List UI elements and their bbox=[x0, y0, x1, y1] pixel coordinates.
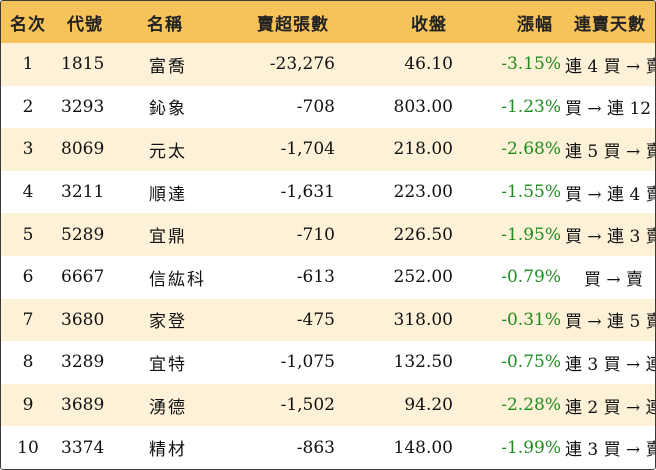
cell-streak: 連 3 買 → 賣 bbox=[565, 440, 656, 461]
cell-code: 3293 bbox=[61, 96, 105, 117]
cell-close: 226.50 bbox=[393, 224, 453, 245]
cell-streak: 買 → 連 5 賣 bbox=[565, 312, 656, 333]
cell-close: 94.20 bbox=[404, 395, 453, 416]
cell-oversell: -1,075 bbox=[280, 352, 335, 373]
cell-code: 3289 bbox=[61, 352, 105, 373]
table-row: 4 3211 順達 -1,631 223.00 -1.55% 買 → 連 4 賣 bbox=[1, 170, 656, 214]
table-row: 7 3680 家登 -475 318.00 -0.31% 買 → 連 5 賣 bbox=[1, 298, 656, 342]
header-row: 名次 代號 名稱 賣超張數 收盤 漲幅 連賣天數 bbox=[1, 1, 655, 43]
cell-oversell: -1,502 bbox=[280, 395, 335, 416]
cell-rank: 7 bbox=[22, 309, 34, 330]
table-row: 9 3689 湧德 -1,502 94.20 -2.28% 連 2 買 → 連 … bbox=[1, 383, 655, 427]
cell-close: 223.00 bbox=[393, 182, 453, 203]
cell-change: -2.68% bbox=[501, 139, 561, 160]
cell-oversell: -708 bbox=[296, 96, 335, 117]
cell-name: 宜特 bbox=[149, 354, 187, 375]
cell-change: -1.55% bbox=[501, 182, 561, 203]
header-streak: 連賣天數 bbox=[574, 14, 646, 35]
cell-change: -2.28% bbox=[501, 395, 561, 416]
cell-close: 318.00 bbox=[393, 309, 453, 330]
cell-rank: 4 bbox=[22, 182, 34, 203]
cell-close: 46.10 bbox=[404, 54, 453, 75]
table-header: 名次 代號 名稱 賣超張數 收盤 漲幅 連賣天數 bbox=[1, 1, 655, 43]
header-close: 收盤 bbox=[411, 14, 447, 35]
table-row: 5 5289 宜鼎 -710 226.50 -1.95% 買 → 連 3 賣 bbox=[1, 213, 655, 256]
cell-rank: 1 bbox=[22, 54, 34, 75]
table-row: 2 3293 鈊象 -708 803.00 -1.23% 買 → 連 12 賣 bbox=[1, 85, 655, 129]
cell-change: -1.95% bbox=[501, 224, 561, 245]
cell-code: 3680 bbox=[61, 309, 105, 330]
cell-streak: 買 → 連 12 賣 bbox=[565, 99, 655, 120]
cell-oversell: -1,631 bbox=[280, 182, 335, 203]
cell-name: 信紘科 bbox=[149, 269, 206, 290]
cell-code: 1815 bbox=[61, 54, 105, 75]
table-body: 1 1815 富喬 -23,276 46.10 -3.15% 連 4 買 → 賣… bbox=[1, 43, 655, 469]
cell-streak: 買 → 連 4 賣 bbox=[565, 184, 656, 205]
cell-code: 8069 bbox=[61, 139, 105, 160]
cell-rank: 3 bbox=[22, 139, 34, 160]
cell-oversell: -613 bbox=[296, 267, 335, 288]
cell-rank: 5 bbox=[22, 224, 34, 245]
cell-name: 順達 bbox=[149, 184, 187, 205]
cell-code: 6667 bbox=[61, 267, 105, 288]
header-change: 漲幅 bbox=[517, 14, 553, 35]
cell-close: 148.00 bbox=[393, 437, 453, 458]
cell-change: -0.31% bbox=[501, 309, 561, 330]
cell-close: 132.50 bbox=[393, 352, 453, 373]
cell-name: 宜鼎 bbox=[149, 227, 187, 248]
cell-change: -0.75% bbox=[501, 352, 561, 373]
cell-code: 3211 bbox=[61, 182, 105, 203]
cell-rank: 6 bbox=[22, 267, 34, 288]
cell-streak: 買 → 連 3 賣 bbox=[565, 227, 656, 248]
cell-rank: 2 bbox=[22, 96, 34, 117]
table-row: 6 6667 信紘科 -613 252.00 -0.79% 買 → 賣 bbox=[1, 255, 655, 299]
table-row: 10 3374 精材 -863 148.00 -1.99% 連 3 買 → 賣 bbox=[1, 426, 655, 469]
cell-rank: 8 bbox=[22, 352, 34, 373]
cell-streak: 連 4 買 → 賣 bbox=[565, 56, 656, 77]
header-rank: 名次 bbox=[10, 14, 46, 35]
cell-name: 富喬 bbox=[149, 56, 187, 77]
cell-oversell: -710 bbox=[296, 224, 335, 245]
cell-change: -0.79% bbox=[501, 267, 561, 288]
cell-name: 精材 bbox=[149, 440, 187, 461]
cell-streak: 買 → 賣 bbox=[583, 269, 643, 290]
header-name: 名稱 bbox=[147, 14, 183, 35]
cell-change: -1.99% bbox=[501, 437, 561, 458]
cell-rank: 10 bbox=[17, 437, 39, 458]
cell-streak: 連 5 買 → 賣 bbox=[565, 141, 656, 162]
cell-streak: 連 3 買 → 連 5 賣 bbox=[565, 354, 655, 375]
cell-change: -1.23% bbox=[501, 96, 561, 117]
cell-name: 鈊象 bbox=[149, 99, 187, 120]
header-code: 代號 bbox=[67, 14, 103, 35]
cell-name: 湧德 bbox=[149, 397, 187, 418]
table-row: 1 1815 富喬 -23,276 46.10 -3.15% 連 4 買 → 賣 bbox=[1, 43, 655, 86]
table-row: 3 8069 元太 -1,704 218.00 -2.68% 連 5 買 → 賣 bbox=[1, 128, 655, 171]
cell-code: 3374 bbox=[61, 437, 105, 458]
table-row: 8 3289 宜特 -1,075 132.50 -0.75% 連 3 買 → 連… bbox=[1, 341, 655, 384]
cell-rank: 9 bbox=[22, 395, 34, 416]
cell-close: 803.00 bbox=[393, 96, 453, 117]
cell-code: 3689 bbox=[61, 395, 105, 416]
cell-streak: 連 2 買 → 連 2 賣 bbox=[565, 397, 655, 418]
cell-change: -3.15% bbox=[501, 54, 561, 75]
cell-name: 元太 bbox=[149, 141, 187, 162]
cell-oversell: -23,276 bbox=[269, 54, 335, 75]
cell-close: 218.00 bbox=[393, 139, 453, 160]
cell-oversell: -1,704 bbox=[280, 139, 335, 160]
cell-code: 5289 bbox=[61, 224, 105, 245]
cell-oversell: -475 bbox=[296, 309, 335, 330]
cell-name: 家登 bbox=[149, 312, 187, 333]
header-oversell: 賣超張數 bbox=[257, 14, 329, 35]
cell-close: 252.00 bbox=[393, 267, 453, 288]
cell-oversell: -863 bbox=[296, 437, 335, 458]
